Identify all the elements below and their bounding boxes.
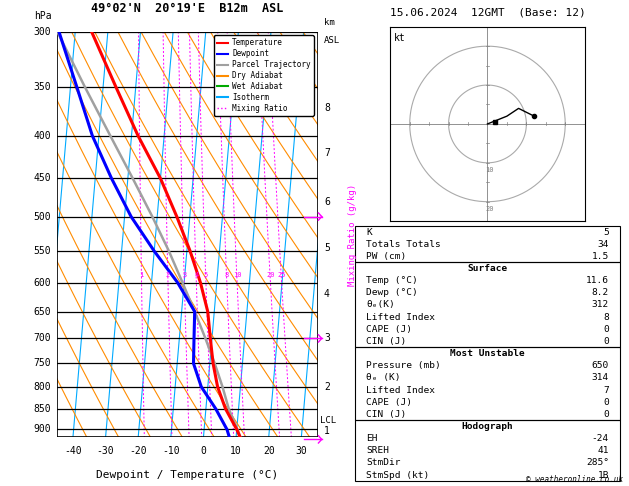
- Text: 30: 30: [296, 446, 307, 455]
- Text: CAPE (J): CAPE (J): [366, 398, 412, 407]
- Text: 300: 300: [34, 27, 52, 36]
- Text: 600: 600: [34, 278, 52, 288]
- Text: 0: 0: [603, 325, 609, 334]
- Text: 700: 700: [34, 333, 52, 344]
- Text: 49°02'N  20°19'E  B12m  ASL: 49°02'N 20°19'E B12m ASL: [91, 2, 283, 16]
- Text: 650: 650: [34, 307, 52, 316]
- Text: 6: 6: [324, 197, 330, 207]
- Text: 7: 7: [603, 385, 609, 395]
- Text: 5: 5: [204, 272, 208, 278]
- Text: LCL: LCL: [320, 416, 337, 425]
- Text: θₑ(K): θₑ(K): [366, 300, 395, 310]
- Text: 8.2: 8.2: [592, 288, 609, 297]
- Text: -10: -10: [162, 446, 180, 455]
- Text: 10: 10: [485, 167, 494, 173]
- Text: 15.06.2024  12GMT  (Base: 12): 15.06.2024 12GMT (Base: 12): [389, 7, 586, 17]
- Text: Dewpoint / Temperature (°C): Dewpoint / Temperature (°C): [96, 470, 278, 480]
- Text: 285°: 285°: [586, 458, 609, 468]
- Text: 450: 450: [34, 174, 52, 183]
- Text: 550: 550: [34, 246, 52, 256]
- Text: 0: 0: [201, 446, 206, 455]
- Text: 10: 10: [230, 446, 242, 455]
- Text: θₑ (K): θₑ (K): [366, 373, 401, 382]
- Text: PW (cm): PW (cm): [366, 252, 406, 261]
- Text: CAPE (J): CAPE (J): [366, 325, 412, 334]
- Text: 0: 0: [603, 410, 609, 419]
- Text: Temp (°C): Temp (°C): [366, 276, 418, 285]
- Text: Lifted Index: Lifted Index: [366, 385, 435, 395]
- Text: 400: 400: [34, 131, 52, 141]
- Text: 1: 1: [140, 272, 143, 278]
- Text: 34: 34: [598, 240, 609, 249]
- Text: ASL: ASL: [324, 36, 340, 46]
- Text: 2: 2: [166, 272, 170, 278]
- Text: 5: 5: [603, 227, 609, 237]
- Text: 1.5: 1.5: [592, 252, 609, 261]
- Text: 4: 4: [194, 272, 199, 278]
- Text: 1B: 1B: [598, 470, 609, 480]
- Text: Dewp (°C): Dewp (°C): [366, 288, 418, 297]
- Text: Lifted Index: Lifted Index: [366, 312, 435, 322]
- Text: 8: 8: [324, 103, 330, 113]
- Text: 20: 20: [263, 446, 275, 455]
- Text: 850: 850: [34, 404, 52, 414]
- Text: 3: 3: [182, 272, 186, 278]
- Text: -30: -30: [97, 446, 114, 455]
- Text: 1: 1: [324, 426, 330, 436]
- Text: © weatheronline.co.uk: © weatheronline.co.uk: [526, 474, 623, 484]
- Text: 7: 7: [324, 148, 330, 158]
- Text: 8: 8: [225, 272, 229, 278]
- Text: EH: EH: [366, 434, 377, 443]
- Text: -40: -40: [64, 446, 82, 455]
- Text: Most Unstable: Most Unstable: [450, 349, 525, 358]
- Text: 650: 650: [592, 361, 609, 370]
- Text: 20: 20: [485, 206, 494, 211]
- Text: Mixing Ratio (g/kg): Mixing Ratio (g/kg): [348, 183, 357, 286]
- Text: SREH: SREH: [366, 446, 389, 455]
- Text: km: km: [324, 17, 335, 27]
- Text: 25: 25: [277, 272, 286, 278]
- Text: Surface: Surface: [467, 264, 508, 273]
- Text: 0: 0: [603, 398, 609, 407]
- Text: 800: 800: [34, 382, 52, 392]
- Text: 750: 750: [34, 358, 52, 368]
- Text: 900: 900: [34, 424, 52, 434]
- Text: 2: 2: [324, 382, 330, 392]
- Text: K: K: [366, 227, 372, 237]
- Text: 4: 4: [324, 290, 330, 299]
- Text: StmDir: StmDir: [366, 458, 401, 468]
- Legend: Temperature, Dewpoint, Parcel Trajectory, Dry Adiabat, Wet Adiabat, Isotherm, Mi: Temperature, Dewpoint, Parcel Trajectory…: [214, 35, 314, 116]
- Text: 312: 312: [592, 300, 609, 310]
- Text: 5: 5: [324, 243, 330, 253]
- Text: StmSpd (kt): StmSpd (kt): [366, 470, 429, 480]
- Text: 3: 3: [324, 333, 330, 344]
- Text: -20: -20: [130, 446, 147, 455]
- Text: 20: 20: [266, 272, 275, 278]
- Text: 500: 500: [34, 211, 52, 222]
- Text: 314: 314: [592, 373, 609, 382]
- Text: 350: 350: [34, 83, 52, 92]
- Text: 0: 0: [603, 337, 609, 346]
- Text: Hodograph: Hodograph: [462, 422, 513, 431]
- Text: CIN (J): CIN (J): [366, 410, 406, 419]
- Text: -24: -24: [592, 434, 609, 443]
- Text: CIN (J): CIN (J): [366, 337, 406, 346]
- Text: 10: 10: [233, 272, 242, 278]
- Text: hPa: hPa: [34, 12, 52, 21]
- Text: Pressure (mb): Pressure (mb): [366, 361, 441, 370]
- Text: 41: 41: [598, 446, 609, 455]
- Text: 11.6: 11.6: [586, 276, 609, 285]
- Text: kt: kt: [394, 33, 406, 43]
- Text: 8: 8: [603, 312, 609, 322]
- Text: Totals Totals: Totals Totals: [366, 240, 441, 249]
